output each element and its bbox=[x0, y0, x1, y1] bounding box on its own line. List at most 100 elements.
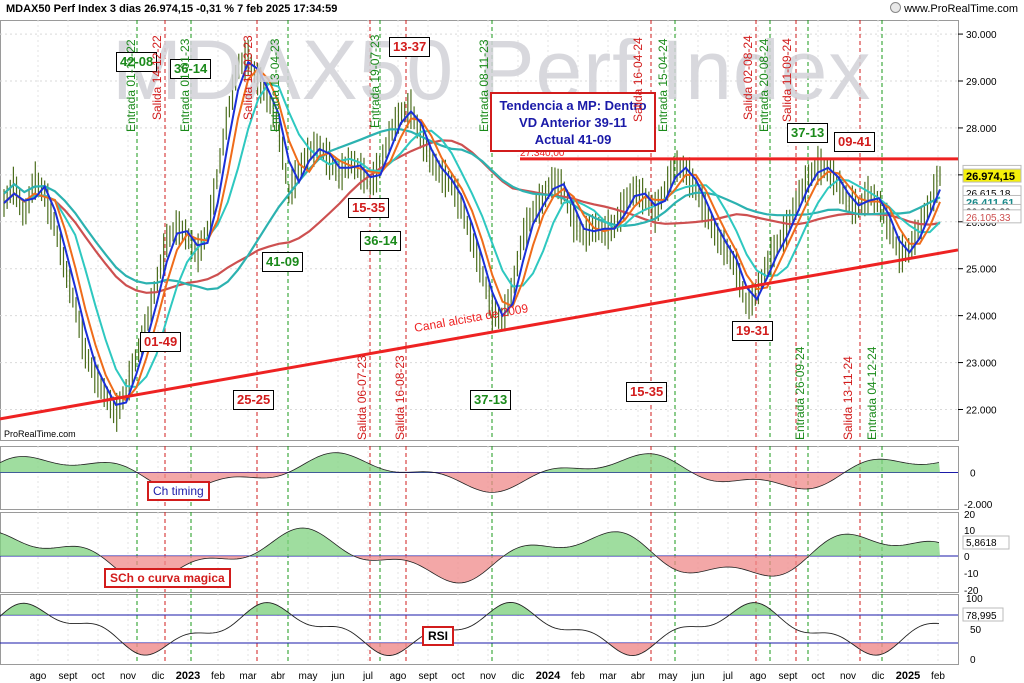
entry-label: Entrada 13-04-23 bbox=[268, 38, 282, 132]
exit-label: Salida 16-04-24 bbox=[631, 37, 645, 122]
trend-line-1: Tendencia a MP: Dentro bbox=[499, 98, 647, 113]
ma-long-teal bbox=[3, 128, 941, 291]
trend-line-3: Actual 41-09 bbox=[534, 132, 612, 147]
exit-label: Salida 11-09-24 bbox=[780, 38, 794, 122]
x-tick-label: abr bbox=[631, 671, 646, 682]
brand-text: www.ProRealTime.com bbox=[904, 3, 1018, 15]
x-tick-label: 2023 bbox=[176, 670, 200, 682]
x-tick-label: dic bbox=[512, 671, 525, 682]
entry-label: Entrada 15-04-24 bbox=[656, 38, 670, 132]
signal-box: 41-09 bbox=[262, 252, 304, 272]
x-tick-label: sept bbox=[59, 671, 78, 682]
rsi-y-label: 100 bbox=[966, 594, 983, 605]
x-tick-label: nov bbox=[120, 671, 136, 682]
sch-positive-area bbox=[0, 528, 940, 556]
x-tick-label: jul bbox=[722, 671, 733, 682]
price-label-box bbox=[962, 168, 1022, 183]
x-tick-label: ago bbox=[750, 671, 767, 682]
brand-link[interactable]: www.ProRealTime.com bbox=[890, 0, 1018, 18]
rsi-panel-label: RSI bbox=[422, 626, 455, 646]
signal-box: 19-31 bbox=[732, 321, 774, 341]
timing-panel-label: Ch timing bbox=[147, 481, 210, 501]
panel-frame bbox=[0, 20, 959, 441]
y-tick-label: 25.000 bbox=[966, 265, 997, 276]
x-tick-label: mar bbox=[239, 671, 257, 682]
signal-box: 37-13 bbox=[787, 123, 829, 143]
ma-long-red bbox=[3, 139, 941, 294]
x-tick-label: feb bbox=[931, 671, 945, 682]
timing-y-label: -2.000 bbox=[964, 500, 993, 511]
entry-label: Entrada 01-01-23 bbox=[178, 38, 192, 132]
panel-frame bbox=[0, 446, 959, 510]
exit-label: Salida 13-11-24 bbox=[841, 356, 855, 440]
ma-orange bbox=[3, 67, 941, 402]
x-tick-label: 2024 bbox=[536, 670, 561, 682]
signal-box: 15-35 bbox=[348, 198, 390, 218]
rsi-value-box bbox=[962, 607, 1004, 622]
x-tick-label: may bbox=[659, 671, 678, 682]
y-tick-label: 22.000 bbox=[966, 405, 997, 416]
timing-y-label: 0 bbox=[970, 468, 976, 479]
timing-positive-area bbox=[0, 452, 940, 473]
timing-negative-area bbox=[0, 472, 940, 493]
x-tick-label: oct bbox=[451, 671, 465, 682]
rsi-y-label: 50 bbox=[970, 625, 982, 636]
price-label-box bbox=[962, 209, 1022, 224]
price-label: 26.615,18 bbox=[966, 189, 1011, 200]
sch-value-box bbox=[962, 535, 1010, 550]
sch-y-label: -10 bbox=[964, 569, 979, 580]
trend-box: Tendencia a MP: Dentro VD Anterior 39-11… bbox=[490, 92, 656, 152]
x-tick-label: jun bbox=[330, 671, 344, 682]
x-tick-label: ago bbox=[390, 671, 407, 682]
signal-box: 37-13 bbox=[470, 390, 512, 410]
rsi-y-label: 0 bbox=[970, 655, 976, 666]
x-tick-label: jul bbox=[362, 671, 373, 682]
sch-y-label: -20 bbox=[964, 586, 979, 597]
signal-box: 09-41 bbox=[834, 132, 876, 152]
y-tick-label: 24.000 bbox=[966, 312, 997, 323]
y-tick-label: 28.000 bbox=[966, 124, 997, 135]
sch-y-label: 10 bbox=[964, 526, 976, 537]
x-tick-label: jun bbox=[690, 671, 704, 682]
chart-title: MDAX50 Perf Index 3 dias 26.974,15 -0,31… bbox=[6, 3, 338, 15]
rsi-oversold-area bbox=[0, 643, 940, 656]
x-tick-label: feb bbox=[571, 671, 585, 682]
x-tick-label: nov bbox=[840, 671, 856, 682]
x-tick-label: dic bbox=[872, 671, 885, 682]
x-tick-label: nov bbox=[480, 671, 496, 682]
x-tick-label: 2025 bbox=[896, 670, 920, 682]
entry-label: Entrada 20-08-24 bbox=[757, 38, 771, 132]
y-tick-label: 23.000 bbox=[966, 359, 997, 370]
signal-box: 36-14 bbox=[360, 231, 402, 251]
signal-box: 15-35 bbox=[626, 382, 668, 402]
exit-label: Salida 02-08-24 bbox=[741, 35, 755, 120]
x-tick-label: may bbox=[299, 671, 318, 682]
x-tick-label: feb bbox=[211, 671, 225, 682]
footer-brand: ProRealTime.com bbox=[4, 429, 76, 439]
signal-box: 25-25 bbox=[233, 390, 275, 410]
entry-label: Entrada 26-09-24 bbox=[793, 346, 807, 440]
exit-label: Salida 16-08-23 bbox=[393, 355, 407, 440]
sch-panel-label: SCh o curva magica bbox=[104, 568, 231, 588]
price-label: 26.105,33 bbox=[966, 213, 1011, 224]
resistance-label: 27.340,00 bbox=[520, 148, 565, 159]
price-label: 26.974,15 bbox=[966, 171, 1015, 183]
x-tick-label: sept bbox=[779, 671, 798, 682]
sch-negative-area bbox=[0, 556, 940, 584]
exit-label: Salida 10-03-23 bbox=[241, 35, 255, 120]
entry-label: Entrada 01-11-22 bbox=[124, 39, 138, 132]
x-tick-label: sept bbox=[419, 671, 438, 682]
brand-icon bbox=[890, 2, 902, 13]
y-tick-label: 29.000 bbox=[966, 77, 997, 88]
x-tick-label: ago bbox=[30, 671, 47, 682]
x-tick-label: oct bbox=[91, 671, 105, 682]
entry-label: Entrada 19-07-23 bbox=[368, 34, 382, 128]
chart-header: MDAX50 Perf Index 3 dias 26.974,15 -0,31… bbox=[0, 0, 1024, 18]
signal-box: 01-49 bbox=[140, 332, 182, 352]
exit-label: Salida 14-12-22 bbox=[150, 35, 164, 120]
x-tick-label: oct bbox=[811, 671, 825, 682]
rsi-value-label: 78,995 bbox=[966, 611, 997, 622]
entry-label: Entrada 04-12-24 bbox=[865, 346, 879, 440]
signal-box: 36-14 bbox=[170, 59, 212, 79]
